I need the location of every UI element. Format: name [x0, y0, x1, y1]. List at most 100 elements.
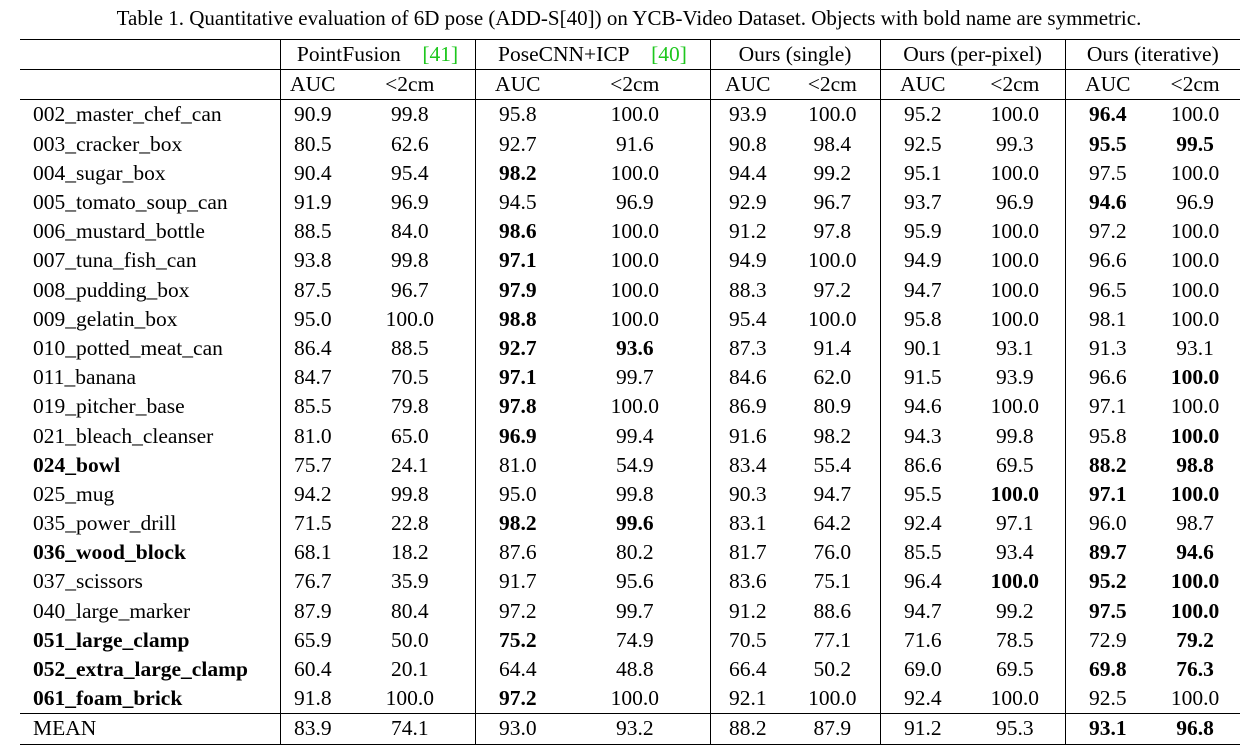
value-cell: 92.5 [879, 129, 966, 159]
value-cell: 76.7 [279, 567, 345, 597]
value-cell: 86.9 [709, 392, 786, 422]
value-cell: 93.9 [709, 99, 786, 130]
value-cell: 74.9 [615, 627, 654, 652]
value-cell: 94.7 [879, 275, 966, 305]
object-name: 003_cracker_box [33, 131, 183, 156]
data-row: 007_tuna_fish_can 93.8 99.8 97.1 100.0 94.9 10… [20, 246, 1240, 276]
value-cell: 100.0 [1170, 569, 1220, 594]
value-cell: 72.9 [1064, 625, 1151, 655]
value-cell: 96.7 [390, 277, 429, 302]
group-ref: [40] [651, 42, 687, 67]
value-cell: 91.5 [879, 363, 966, 393]
caption: Table 1. Quantitative evaluation of 6D p… [116, 6, 1142, 30]
value-cell: 100.0 [610, 686, 659, 711]
value-cell: 100.0 [990, 248, 1039, 273]
value-cell: 98.4 [813, 131, 852, 156]
value-cell: 98.7 [1176, 511, 1214, 536]
header-row: PointFusion [41] PoseCNN+ICP [40] Ours (si… [20, 38, 1241, 71]
value-cell: 69.8 [1064, 654, 1151, 685]
subheader: AUC [709, 69, 786, 101]
object-name: 021_bleach_cleanser [33, 423, 214, 448]
group-name: Ours (per-pixel) [903, 42, 1042, 67]
group-header: PointFusion [41] [279, 38, 475, 71]
object-name: 006_mustard_bottle [33, 219, 205, 244]
object-name: 010_potted_meat_can [33, 335, 223, 360]
value-cell: 87.9 [279, 596, 345, 626]
value-cell: 18.2 [390, 540, 429, 565]
data-row: 019_pitcher_base 85.5 79.8 97.8 100.0 86.9 80.… [20, 392, 1240, 422]
value-cell: 83.9 [279, 713, 345, 745]
value-cell: 84.6 [709, 363, 786, 393]
value-cell: 93.1 [1176, 335, 1214, 360]
value-cell: 91.3 [1064, 333, 1151, 364]
value-cell: 96.4 [879, 567, 966, 597]
results-table: PointFusion [41] PoseCNN+ICP [40] Ours (si… [20, 38, 1241, 745]
data-row: 010_potted_meat_can 86.4 88.5 92.7 93.6 87.3 9… [20, 333, 1240, 364]
value-cell: 99.8 [615, 481, 654, 506]
subheader: <2cm [345, 69, 475, 101]
value-cell: 81.7 [709, 538, 786, 568]
group-name: Ours (iterative) [1086, 42, 1219, 67]
value-cell: 91.2 [709, 217, 786, 247]
value-cell: 91.7 [474, 567, 560, 597]
value-cell: 95.8 [1064, 421, 1151, 451]
value-cell: 90.4 [279, 158, 345, 188]
object-name: 036_wood_block [33, 540, 186, 565]
value-cell: 94.5 [474, 187, 560, 218]
value-cell: 97.1 [1064, 392, 1151, 422]
value-cell: 97.8 [474, 392, 560, 422]
value-cell: 66.4 [709, 654, 786, 685]
value-cell: 64.2 [813, 511, 852, 536]
value-cell: 83.4 [709, 450, 786, 480]
value-cell: 100.0 [990, 686, 1039, 711]
value-cell: 78.5 [995, 627, 1034, 652]
group-header: Ours (single) [709, 38, 881, 71]
value-cell: 100.0 [990, 219, 1039, 244]
value-cell: 98.2 [813, 423, 852, 448]
value-cell: 80.4 [390, 598, 429, 623]
value-cell: 54.9 [615, 452, 654, 477]
value-cell: 91.2 [709, 596, 786, 626]
object-name: 007_tuna_fish_can [33, 248, 197, 273]
subheader: <2cm [965, 69, 1066, 101]
data-row: 011_banana 84.7 70.5 97.1 99.7 84.6 62.0 91.5 93… [20, 363, 1240, 393]
value-cell: 95.6 [615, 569, 654, 594]
value-cell: 87.3 [709, 333, 786, 364]
value-cell: 75.7 [279, 450, 345, 480]
value-cell: 94.6 [1064, 187, 1151, 218]
value-cell: 100.0 [1170, 686, 1220, 711]
value-cell: 93.9 [995, 365, 1034, 390]
value-cell: 95.9 [879, 217, 966, 247]
data-row: 005_tomato_soup_can 91.9 96.9 94.5 96.9 92.9 9… [20, 187, 1240, 218]
value-cell: 69.0 [879, 654, 966, 685]
value-cell: 98.2 [474, 509, 560, 539]
object-name: 051_large_clamp [33, 627, 190, 652]
value-cell: 65.0 [390, 423, 429, 448]
object-name: 002_master_chef_can [33, 102, 222, 127]
subheader: AUC [279, 69, 345, 101]
value-cell: 97.2 [1064, 217, 1151, 247]
value-cell: 55.4 [813, 452, 852, 477]
value-cell: 96.9 [474, 421, 560, 451]
value-cell: 100.0 [1170, 306, 1220, 331]
value-cell: 88.2 [709, 713, 786, 745]
value-cell: 99.2 [813, 160, 852, 185]
value-cell: 100.0 [990, 160, 1039, 185]
value-cell: 96.6 [1064, 363, 1151, 393]
value-cell: 92.4 [879, 509, 966, 539]
data-row: 035_power_drill 71.5 22.8 98.2 99.6 83.1 64.2 9… [20, 509, 1240, 539]
value-cell: 97.2 [813, 277, 852, 302]
value-cell: 94.7 [813, 481, 852, 506]
value-cell: 98.2 [474, 158, 560, 188]
value-cell: 50.0 [390, 627, 429, 652]
value-cell: 97.1 [474, 246, 560, 276]
subheader-row: AUC <2cm AUC <2cm AUC <2cm AUC <2cm AUC <2cm [20, 69, 1241, 101]
value-cell: 100.0 [1170, 277, 1220, 302]
value-cell: 100.0 [385, 306, 434, 331]
value-cell: 100.0 [1170, 394, 1220, 419]
value-cell: 80.5 [279, 129, 345, 159]
value-cell: 95.2 [879, 99, 966, 130]
value-cell: 97.1 [995, 511, 1034, 536]
value-cell: 90.8 [709, 129, 786, 159]
value-cell: 94.4 [709, 158, 786, 188]
